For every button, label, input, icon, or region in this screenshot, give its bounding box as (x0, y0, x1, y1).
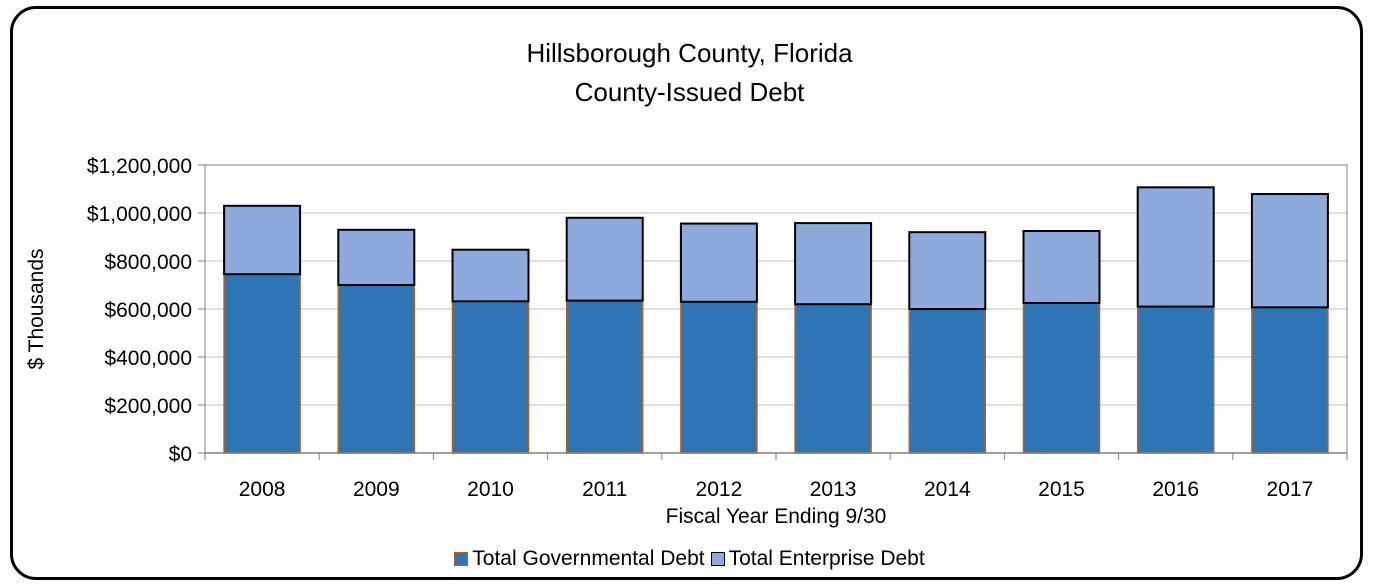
x-tick-label: 2011 (582, 478, 627, 501)
legend-label-governmental: Total Governmental Debt (472, 547, 705, 570)
x-tick-label: 2016 (1152, 478, 1199, 501)
bar-enterprise-2013 (794, 222, 873, 306)
x-tick-label: 2014 (924, 478, 971, 501)
y-tick-label: $400,000 (104, 347, 192, 370)
legend-swatch-governmental (454, 552, 469, 566)
legend: Total Governmental Debt Total Enterprise… (0, 547, 1379, 571)
bar-enterprise-2016 (1136, 186, 1215, 308)
y-tick-label: $1,200,000 (87, 155, 192, 178)
bar-enterprise-2017 (1250, 193, 1329, 309)
y-tick-label: $200,000 (104, 395, 192, 418)
bar-enterprise-2014 (908, 231, 987, 310)
bar-enterprise-2011 (565, 216, 644, 302)
bar-governmental-2013 (794, 303, 872, 454)
y-tick-label: $1,000,000 (87, 203, 192, 226)
bar-governmental-2014 (908, 308, 987, 454)
legend-swatch-enterprise (710, 552, 725, 566)
bar-governmental-2016 (1136, 305, 1215, 454)
legend-label-enterprise: Total Enterprise Debt (728, 547, 925, 570)
bar-governmental-2015 (1022, 302, 1101, 454)
bar-enterprise-2015 (1022, 230, 1101, 304)
bar-governmental-2011 (565, 299, 644, 454)
chart-subtitle: County-Issued Debt (574, 77, 805, 107)
y-tick-label: $800,000 (104, 251, 192, 274)
bar-governmental-2010 (451, 300, 530, 454)
y-tick-label: $0 (169, 443, 192, 466)
legend-item-enterprise: Total Enterprise Debt (710, 547, 925, 571)
bar-governmental-2008 (223, 273, 301, 454)
chart-title: Hillsborough County, Florida (526, 38, 853, 68)
x-tick-label: 2012 (696, 478, 743, 501)
y-tick-label: $600,000 (104, 299, 192, 322)
x-tick-label: 2008 (239, 478, 286, 501)
bar-enterprise-2012 (679, 222, 758, 303)
x-tick-label: 2015 (1038, 478, 1085, 501)
legend-item-governmental: Total Governmental Debt (454, 547, 705, 571)
x-axis-label: Fiscal Year Ending 9/30 (666, 505, 887, 528)
x-tick-label: 2017 (1267, 478, 1314, 501)
bar-enterprise-2008 (223, 204, 302, 276)
bar-governmental-2017 (1251, 306, 1329, 454)
x-tick-label: 2010 (467, 478, 514, 501)
bar-enterprise-2010 (451, 248, 530, 303)
bar-governmental-2012 (680, 301, 758, 454)
x-tick-label: 2013 (810, 478, 857, 501)
y-axis-label: $ Thousands (25, 248, 48, 369)
bar-governmental-2009 (337, 284, 416, 454)
bar-enterprise-2009 (337, 228, 416, 287)
x-tick-label: 2009 (353, 478, 400, 501)
